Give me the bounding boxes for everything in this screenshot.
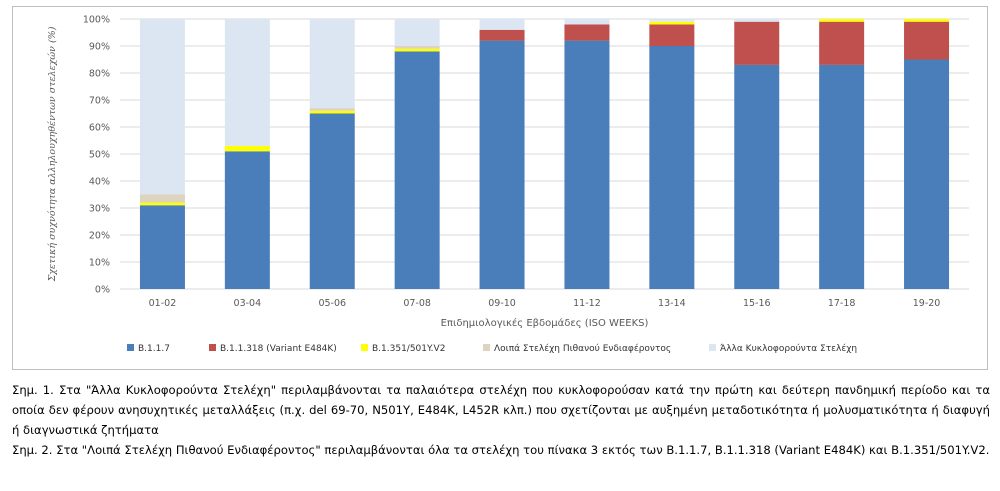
- bar-segment: [734, 21, 780, 65]
- x-tick-label: 01-02: [149, 298, 177, 309]
- legend-label: B.1.351/501Y.V2: [372, 344, 445, 354]
- x-tick-label: 07-08: [403, 298, 431, 309]
- x-tick-label: 03-04: [234, 298, 262, 309]
- y-tick-label: 90%: [89, 42, 110, 53]
- x-axis-title: Επιδημιολογικές Εβδομάδες (ISO WEEKS): [441, 317, 649, 329]
- bar-segment: [819, 19, 865, 22]
- bar-segment: [394, 51, 440, 290]
- bar-segment: [139, 202, 185, 206]
- footnotes: Σημ. 1. Στα "Άλλα Κυκλοφορούντα Στελέχη"…: [12, 380, 990, 460]
- bar-segment: [819, 21, 865, 65]
- legend-swatch: [709, 344, 716, 351]
- legend-swatch: [483, 344, 490, 351]
- x-tick-label: 19-20: [913, 298, 941, 309]
- bar-segment: [564, 19, 610, 25]
- y-tick-labels: 0% 10% 20% 30% 40% 50% 60% 70% 80% 90% 100%: [83, 15, 110, 296]
- bar-segment: [904, 21, 950, 60]
- y-tick-label: 70%: [89, 96, 110, 107]
- y-tick-label: 10%: [89, 258, 110, 269]
- legend-swatch: [209, 344, 216, 351]
- bar-segment: [224, 151, 270, 289]
- footnote-1: Σημ. 1. Στα "Άλλα Κυκλοφορούντα Στελέχη"…: [12, 383, 990, 437]
- bar-segment: [819, 64, 865, 290]
- bar-segment: [564, 40, 610, 289]
- bar-segment: [309, 19, 355, 109]
- x-tick-label: 05-06: [318, 298, 346, 309]
- bar-segment: [904, 19, 950, 22]
- legend-label: Λοιπά Στελέχη Πιθανού Ενδιαφέροντος: [494, 343, 671, 354]
- legend-label: B.1.1.7: [138, 344, 170, 354]
- bar-segment: [139, 194, 185, 203]
- x-tick-label: 13-14: [658, 298, 686, 309]
- chart-frame: 0% 10% 20% 30% 40% 50% 60% 70% 80% 90% 100% 01-02 0…: [12, 6, 988, 370]
- legend: B.1.1.7 B.1.1.318 (Variant E484K) B.1.351/…: [127, 343, 857, 354]
- bar-segment: [394, 48, 440, 52]
- bar-segment: [139, 205, 185, 289]
- bar-segment: [309, 110, 355, 114]
- bar-segment: [734, 64, 780, 290]
- y-tick-label: 50%: [89, 150, 110, 161]
- x-tick-label: 15-16: [743, 298, 771, 309]
- bar-segment: [224, 145, 270, 152]
- legend-swatch: [127, 344, 134, 351]
- bar-segment: [564, 24, 610, 41]
- y-tick-label: 100%: [83, 15, 110, 26]
- bar-segment: [309, 113, 355, 289]
- bar-segment: [479, 40, 525, 289]
- y-tick-label: 80%: [89, 69, 110, 80]
- y-axis-title: Σχετική συχνότητα αλληλουχηθέντων στελεχ…: [47, 26, 58, 282]
- x-tick-label: 17-18: [828, 298, 856, 309]
- bar-segment: [224, 19, 270, 146]
- bar-segment: [649, 24, 695, 46]
- x-tick-label: 11-12: [573, 298, 601, 309]
- legend-label: B.1.1.318 (Variant E484K): [220, 344, 337, 354]
- x-tick-labels: 01-02 03-04 05-06 07-08 09-10 11-12 13-14 15-16…: [149, 298, 941, 309]
- bar-segment: [309, 108, 355, 111]
- y-tick-label: 0%: [95, 285, 110, 296]
- y-tick-label: 60%: [89, 123, 110, 134]
- bar-segment: [649, 46, 695, 289]
- footnote-2: Σημ. 2. Στα "Λοιπά Στελέχη Πιθανού Ενδια…: [12, 443, 990, 457]
- bar-segment: [649, 19, 695, 22]
- bar-segment: [394, 46, 440, 49]
- legend-swatch: [361, 344, 368, 351]
- stacked-bar-chart: 0%10%20%30%40%50%60%70%80%90%100% 01-02 0…: [47, 15, 969, 354]
- bar-segment: [394, 19, 440, 46]
- bars: [139, 19, 950, 290]
- legend-label: Άλλα Κυκλοφορούντα Στελέχη: [720, 343, 857, 354]
- bar-segment: [479, 29, 525, 41]
- bar-segment: [479, 19, 525, 30]
- y-tick-label: 40%: [89, 177, 110, 188]
- x-tick-label: 09-10: [488, 298, 516, 309]
- bar-segment: [734, 19, 780, 22]
- bar-segment: [649, 21, 695, 25]
- bar-segment: [139, 19, 185, 195]
- y-tick-label: 20%: [89, 231, 110, 242]
- bar-segment: [904, 59, 950, 289]
- y-tick-label: 30%: [89, 204, 110, 215]
